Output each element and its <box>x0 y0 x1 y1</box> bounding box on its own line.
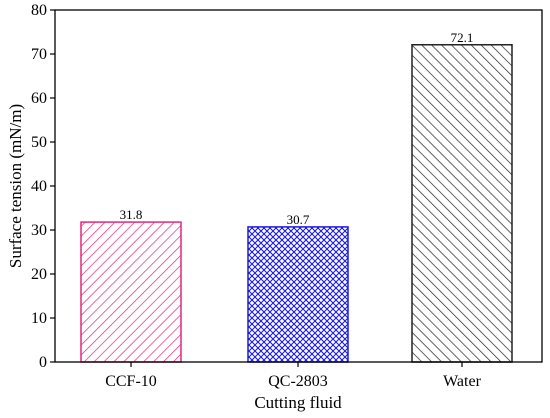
y-tick-label: 0 <box>39 354 47 371</box>
y-tick-label: 10 <box>31 310 47 327</box>
x-tick-label: CCF-10 <box>105 373 157 390</box>
y-tick-label: 30 <box>31 222 47 239</box>
bar-qc-2803 <box>247 226 349 363</box>
bar-ccf-10 <box>80 221 182 363</box>
x-tick-label: QC-2803 <box>268 373 328 390</box>
x-axis-ticks: CCF-10 QC-2803 Water <box>105 362 482 390</box>
y-tick-label: 80 <box>31 2 47 19</box>
bar-value-label: 30.7 <box>287 212 310 227</box>
y-tick-label: 60 <box>31 90 47 107</box>
x-tick-label: Water <box>443 373 481 390</box>
y-tick-label: 70 <box>31 46 47 63</box>
plot-frame <box>54 9 543 363</box>
data-labels-layer: 31.8 30.7 72.1 <box>120 30 474 227</box>
bar-value-label: 31.8 <box>120 207 143 222</box>
bars-layer <box>80 44 513 363</box>
x-axis-title: Cutting fluid <box>254 393 342 412</box>
bar-water <box>411 44 513 363</box>
y-tick-label: 40 <box>31 178 47 195</box>
y-axis-ticks: 0 10 20 30 40 50 60 70 80 <box>31 2 55 371</box>
y-tick-label: 50 <box>31 134 47 151</box>
bar-value-label: 72.1 <box>451 30 474 45</box>
y-axis-title: Surface tension (mN/m) <box>6 104 25 268</box>
y-tick-label: 20 <box>31 266 47 283</box>
